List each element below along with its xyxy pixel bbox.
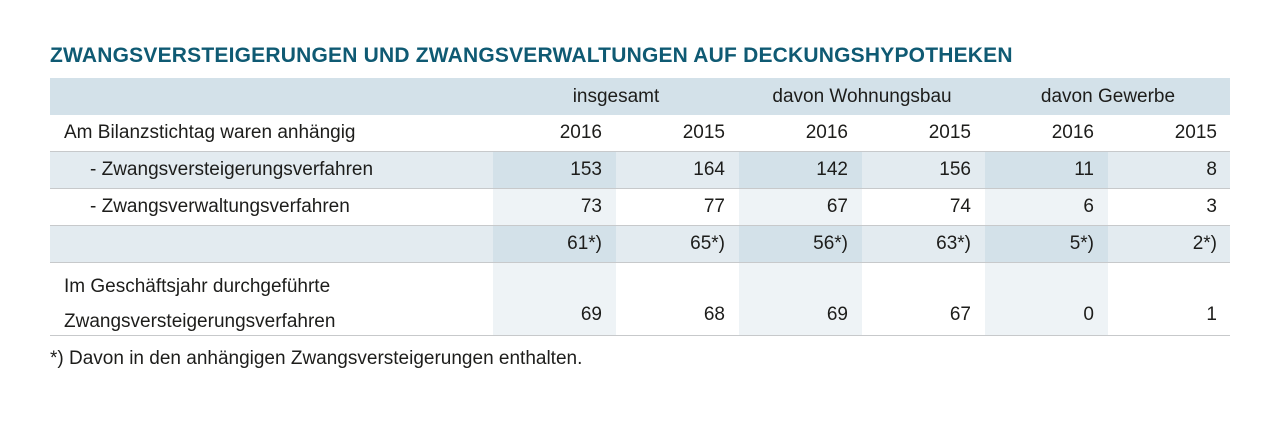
table-title: ZWANGSVERSTEIGERUNGEN UND ZWANGSVERWALTU… [50,44,1013,67]
value-cell: 3 [1206,196,1217,217]
row-label: Am Bilanzstichtag waren anhängig [64,122,356,143]
value-cell: 69 [493,263,616,335]
value-cell: 73 [493,189,616,225]
year-cell: 2015 [682,122,725,143]
year-cell: 2016 [559,122,602,143]
value-cell: 142 [739,152,862,188]
value-cell: 61*) [493,226,616,262]
footnote: *) Davon in den anhängigen Zwangsverstei… [50,348,583,369]
value-cell: 65*) [690,233,725,254]
value-cell: 56*) [739,226,862,262]
year-cell: 2016 [1051,122,1094,143]
value-cell: 156 [939,159,971,180]
table-row: - Zwangsverwaltungsverfahren 73 77 67 74… [50,189,1230,226]
column-group-insgesamt: insgesamt [572,85,660,107]
year-cell: 2015 [1174,122,1217,143]
year-cell: 2015 [928,122,971,143]
column-group-wohnungsbau: davon Wohnungsbau [772,85,952,107]
table-row: 61*) 65*) 56*) 63*) 5*) 2*) [50,226,1230,263]
row-label [64,226,494,262]
value-cell: 77 [703,196,725,217]
row-label: - Zwangsverwaltungsverfahren [90,196,350,217]
value-cell: 8 [1206,159,1217,180]
table-row: Im Geschäftsjahr durchgeführte Zwangsver… [50,263,1230,336]
table-header-row: insgesamt davon Wohnungsbau davon Gewerb… [50,78,1230,115]
row-label-line: Im Geschäftsjahr durchgeführte [64,276,331,297]
data-table: insgesamt davon Wohnungsbau davon Gewerb… [50,78,1230,336]
value-cell: 153 [493,152,616,188]
value-cell: 11 [985,152,1108,188]
row-label: - Zwangsversteigerungsverfahren [90,159,374,180]
value-cell: 164 [693,159,725,180]
value-cell: 1 [1206,304,1217,325]
year-cell: 2016 [805,122,848,143]
table-row: Am Bilanzstichtag waren anhängig 2016 20… [50,115,1230,152]
value-cell: 67 [949,304,971,325]
column-group-gewerbe: davon Gewerbe [1040,85,1176,107]
value-cell: 68 [703,304,725,325]
value-cell: 6 [985,189,1108,225]
value-cell: 63*) [936,233,971,254]
value-cell: 74 [949,196,971,217]
value-cell: 69 [739,263,862,335]
value-cell: 67 [739,189,862,225]
value-cell: 2*) [1192,233,1217,254]
table-row: - Zwangsversteigerungsverfahren 153 164 … [50,152,1230,189]
value-cell: 5*) [985,226,1108,262]
value-cell: 0 [985,263,1108,335]
row-label-line: Zwangsversteigerungsverfahren [64,311,336,332]
row-label: Im Geschäftsjahr durchgeführte Zwangsver… [64,263,494,335]
